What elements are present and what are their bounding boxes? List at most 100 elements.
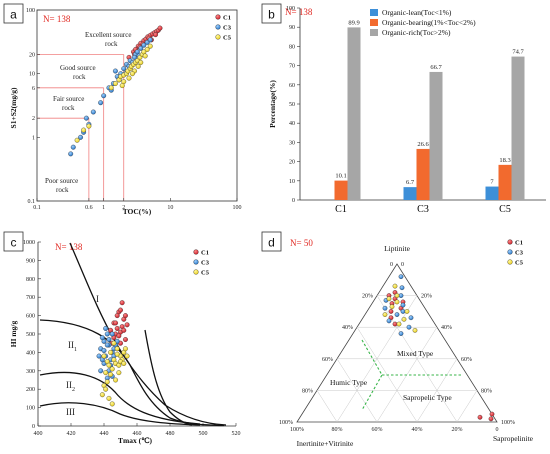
x-tick-label: 0.1 — [33, 205, 41, 211]
panel-c-ticks: 400 420 440 460 480 500 520 0 100 200 300 400 500 600… — [23, 240, 241, 437]
point-c3 — [408, 315, 414, 321]
y-tick-label: 0.1 — [28, 199, 36, 205]
left-tick-label: 60% — [322, 357, 333, 363]
point-c5 — [382, 312, 388, 317]
y-tick-label: 100 — [286, 6, 295, 12]
x-tick-label: 500 — [199, 431, 208, 437]
region-label-poor-1: Poor source — [45, 177, 78, 185]
apex-label-sapropelinite: Sapropelinite — [493, 434, 534, 443]
bar-c5-0 — [485, 186, 499, 200]
region-label-fair-2: rock — [62, 104, 75, 112]
point-c1 — [119, 300, 125, 306]
panel-c: c N= 138 400 420 440 460 480 500 520 0 100 200 300… — [3, 231, 241, 445]
y-tick-label: 10 — [29, 72, 35, 78]
panel-d-legend: C1 C3 C5 — [507, 239, 524, 267]
point-c1 — [388, 309, 394, 314]
point-c5 — [119, 83, 125, 89]
curve-type-II2-upper — [39, 371, 201, 425]
legend-swatch-0 — [370, 9, 378, 16]
point-c3 — [507, 249, 513, 255]
point-c3 — [109, 331, 115, 337]
region-label-sapropelic-type: Sapropelic Type — [403, 393, 452, 402]
point-c3 — [121, 66, 127, 72]
point-c3 — [398, 293, 404, 298]
point-c1 — [507, 239, 513, 245]
point-c5 — [109, 401, 115, 407]
legend-label-2: Organic-rich(Toc>2%) — [382, 28, 451, 37]
point-c3 — [193, 259, 199, 265]
region-label-I: I — [96, 294, 99, 304]
apex-label-liptinite: Liptinite — [384, 244, 411, 253]
point-c3 — [400, 309, 406, 314]
point-c1 — [124, 322, 130, 328]
point-c5 — [108, 372, 114, 377]
y-tick-label: 0 — [292, 198, 295, 204]
region-label-poor-2: rock — [56, 186, 69, 194]
point-c3 — [112, 68, 118, 74]
bar-value-label: 74.7 — [512, 49, 524, 56]
region-label-excellent-1: Excellent source — [85, 31, 131, 39]
point-c3 — [98, 100, 104, 106]
y-tick-label: 80 — [289, 44, 295, 50]
point-c1 — [121, 327, 127, 333]
panel-d-region-labels: Mixed Type Humic Type Sapropelic Type — [330, 349, 452, 402]
point-c3 — [400, 302, 406, 308]
panel-c-boundary-curves — [39, 242, 227, 427]
point-c1 — [122, 313, 128, 319]
point-c5 — [101, 353, 107, 359]
point-c3 — [101, 93, 107, 99]
y-tick-label: 0 — [32, 424, 35, 430]
legend-label-c3: C3 — [201, 260, 210, 267]
point-c1 — [113, 320, 119, 326]
category-label: C5 — [499, 204, 511, 215]
y-tick-label: 1000 — [23, 240, 35, 246]
region-label-III: III — [66, 407, 75, 417]
panel-b-legend: Organic-lean(Toc<1%)Organic-bearing(1%<T… — [370, 8, 476, 37]
y-tick-label: 50 — [289, 102, 295, 108]
category-label: C3 — [417, 204, 429, 215]
panel-a: a N= 138 0.1 0.6 1 2 10 100 0.1 1 2 6 10 20 100 Exce… — [3, 3, 242, 216]
point-c1 — [114, 326, 120, 331]
panel-d-ternary-grid — [296, 263, 498, 423]
bottom-tick-label: 100% — [290, 427, 304, 433]
curve-type-I — [69, 242, 227, 426]
point-c3 — [132, 54, 137, 60]
x-tick-label: 420 — [67, 431, 76, 437]
region-label-II2: II2 — [66, 380, 75, 393]
point-c5 — [401, 316, 407, 322]
bar-c1-2 — [347, 27, 361, 201]
panel-a-region-labels: Excellent source rock Good source rock F… — [45, 31, 131, 194]
panel-c-ylabel: HI mg/g — [9, 321, 18, 348]
point-c5 — [106, 362, 112, 368]
region-label-mixed-type: Mixed Type — [397, 349, 434, 358]
point-c3 — [104, 331, 110, 337]
point-c1 — [193, 249, 199, 255]
point-c1 — [116, 333, 122, 339]
point-c3 — [398, 331, 404, 336]
point-c1 — [489, 411, 495, 417]
point-c5 — [392, 283, 398, 289]
x-tick-label: 400 — [34, 431, 43, 437]
legend-label-1: Organic-bearing(1%<Toc<2%) — [382, 18, 476, 27]
y-tick-label: 1 — [32, 135, 35, 141]
y-tick-label: 70 — [289, 64, 295, 70]
region-label-good-2: rock — [73, 73, 86, 81]
panel-c-box — [3, 231, 24, 252]
point-c3 — [386, 318, 392, 324]
point-c5 — [147, 43, 153, 49]
region-label-excellent-2: rock — [105, 40, 118, 48]
bottom-tick-label: 20% — [452, 427, 463, 433]
region-label-II1: II1 — [68, 340, 77, 353]
x-tick-label: 480 — [166, 431, 175, 437]
x-tick-label: 1 — [102, 205, 105, 211]
point-c3 — [70, 144, 76, 150]
bar-c1-1 — [334, 180, 348, 200]
panel-a-points — [68, 25, 163, 157]
y-tick-label: 30 — [289, 140, 295, 146]
panel-b-ylabel: Percentage(%) — [268, 80, 277, 128]
panel-a-legend: C1 C3 C5 — [215, 14, 232, 42]
panel-a-ticks: 0.1 0.6 1 2 10 100 0.1 1 2 6 10 20 100 — [26, 8, 242, 211]
point-c5 — [142, 53, 148, 59]
bar-value-label: 18.3 — [499, 157, 510, 164]
y-tick-label: 500 — [26, 332, 35, 338]
